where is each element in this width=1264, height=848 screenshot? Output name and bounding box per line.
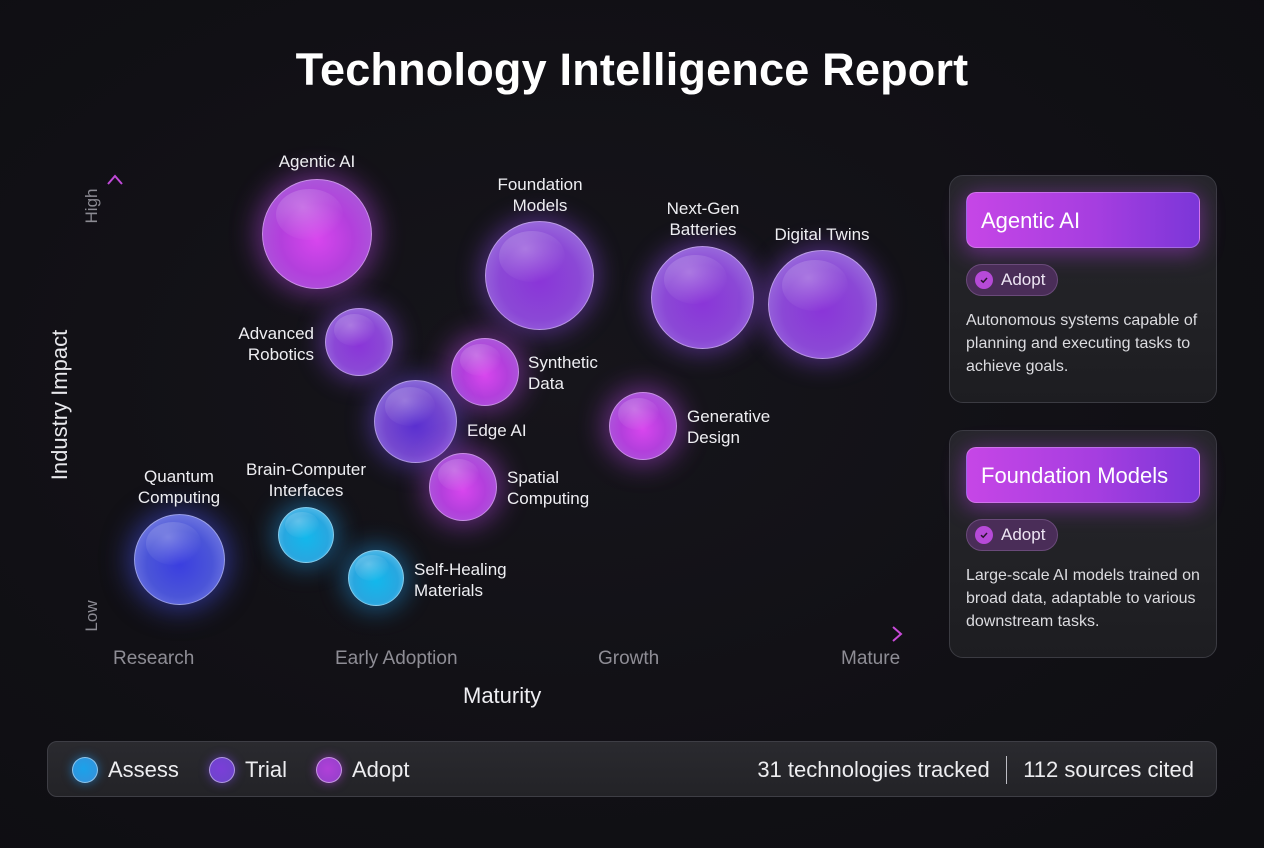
- adopt-dot-icon: [316, 757, 342, 783]
- page-title: Technology Intelligence Report: [295, 44, 969, 95]
- legend-item-assess[interactable]: Assess: [72, 742, 179, 798]
- y-axis-arrow-icon: [107, 174, 123, 185]
- check-circle-icon: [975, 526, 993, 544]
- bubble-foundation-models[interactable]: [485, 221, 594, 330]
- card-description: Autonomous systems capable of planning a…: [966, 312, 1198, 375]
- bubble-generative-design[interactable]: [609, 392, 677, 460]
- legend-bar: Assess Trial Adopt 31 technologies track…: [47, 741, 1217, 797]
- label-foundation-models: Foundation Models: [480, 174, 600, 216]
- x-tick-research: Research: [113, 648, 195, 669]
- badge-label: Adopt: [1001, 270, 1046, 289]
- label-line: Brain-Computer Interfaces: [246, 460, 366, 500]
- label-line: Foundation Models: [497, 175, 583, 215]
- bubble-quantum-computing[interactable]: [134, 514, 225, 605]
- legend-item-trial[interactable]: Trial: [209, 742, 287, 798]
- label-edge-ai: Edge AI: [467, 421, 527, 440]
- legend-label: Adopt: [352, 757, 410, 782]
- label-line: Next-Gen Batteries: [666, 199, 740, 239]
- card-title: Foundation Models: [966, 447, 1200, 503]
- bubble-digital-twins[interactable]: [768, 250, 877, 359]
- label-line: Spatial Computing: [507, 468, 590, 508]
- label-self-healing-materials: Self-Healing Materials: [414, 559, 507, 601]
- sources-count: 112 sources cited: [1023, 757, 1194, 782]
- label-quantum-computing: Quantum Computing: [119, 466, 239, 508]
- y-tick-high: High: [82, 188, 101, 224]
- label-line: Advanced Robotics: [238, 324, 314, 364]
- assess-dot-icon: [72, 757, 98, 783]
- status-badge: Adopt: [966, 519, 1059, 551]
- label-agentic-ai: Agentic AI: [278, 152, 356, 171]
- bubble-chart: High Low Industry Impact Research Early …: [47, 152, 903, 708]
- bubble-edge-ai[interactable]: [374, 380, 457, 463]
- x-tick-early-adoption: Early Adoption: [335, 648, 458, 669]
- legend-item-adopt[interactable]: Adopt: [316, 742, 410, 798]
- divider: [1005, 756, 1008, 784]
- detail-card-foundation-models[interactable]: Foundation Models Adopt Large-scale AI m…: [949, 430, 1217, 658]
- x-tick-mature: Mature: [841, 648, 901, 669]
- trial-dot-icon: [209, 757, 235, 783]
- legend-label: Assess: [108, 757, 179, 782]
- card-description: Large-scale AI models trained on broad d…: [966, 567, 1200, 630]
- label-generative-design: Generative Design: [687, 406, 770, 448]
- x-axis-title: Maturity: [463, 683, 542, 708]
- detail-card-agentic-ai[interactable]: Agentic AI Adopt Autonomous systems capa…: [949, 175, 1217, 403]
- label-digital-twins: Digital Twins: [774, 225, 870, 244]
- legend-label: Trial: [245, 757, 287, 782]
- label-brain-computer-interfaces: Brain-Computer Interfaces: [231, 459, 381, 501]
- bubble-synthetic-data[interactable]: [451, 338, 519, 406]
- status-badge: Adopt: [966, 264, 1059, 296]
- y-axis-title: Industry Impact: [47, 329, 72, 481]
- chart-axes: [107, 174, 903, 642]
- card-title: Agentic AI: [966, 192, 1200, 248]
- label-line: Synthetic Data: [528, 353, 598, 393]
- label-advanced-robotics: Advanced Robotics: [204, 323, 314, 365]
- x-tick-growth: Growth: [598, 648, 660, 669]
- label-spatial-computing: Spatial Computing: [507, 467, 589, 509]
- badge-label: Adopt: [1001, 525, 1046, 544]
- label-synthetic-data: Synthetic Data: [528, 352, 598, 394]
- label-line: Generative Design: [687, 407, 771, 447]
- bubble-spatial-computing[interactable]: [429, 453, 497, 521]
- label-line: Self-Healing Materials: [414, 560, 507, 600]
- bubble-advanced-robotics[interactable]: [325, 308, 393, 376]
- label-line: Quantum Computing: [137, 467, 221, 507]
- check-circle-icon: [975, 271, 993, 289]
- x-axis-arrow-icon: [892, 626, 903, 642]
- technologies-count: 31 technologies tracked: [757, 757, 990, 782]
- bubble-agentic-ai[interactable]: [262, 179, 372, 289]
- stats-summary: 31 technologies tracked 112 sources cite…: [757, 742, 1194, 798]
- bubble-brain-computer-interfaces[interactable]: [278, 507, 334, 563]
- label-next-gen-batteries: Next-Gen Batteries: [643, 198, 763, 240]
- bubble-next-gen-batteries[interactable]: [651, 246, 754, 349]
- y-tick-low: Low: [82, 600, 101, 632]
- bubble-self-healing-materials[interactable]: [348, 550, 404, 606]
